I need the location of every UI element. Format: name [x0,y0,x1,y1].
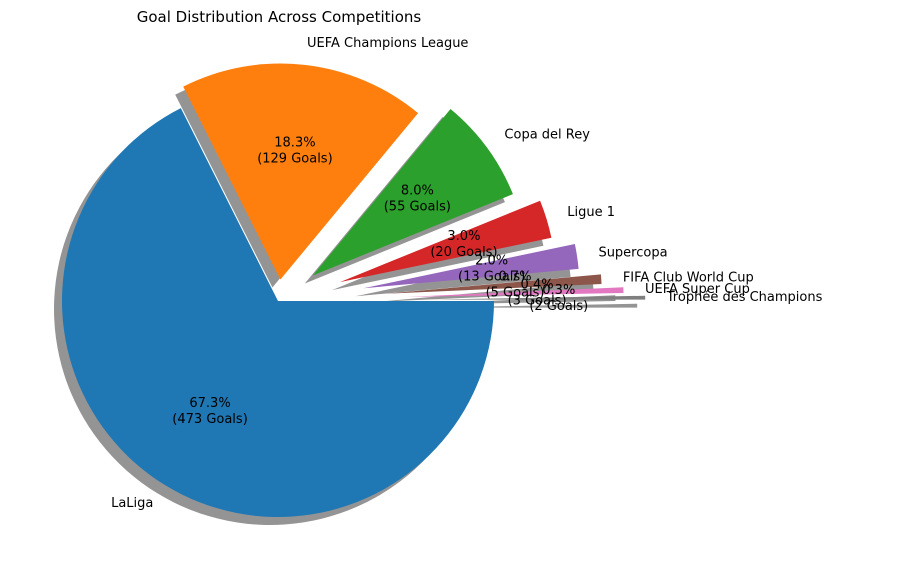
goals-label-ligue-1: (20 Goals) [430,245,497,260]
goals-label-supercopa: (13 Goals) [458,270,525,285]
goals-label-uefa-super-cup: (3 Goals) [508,293,567,308]
category-label-fifa-club-world-cup: FIFA Club World Cup [623,270,754,285]
slice-fifa-club-world-cup [385,274,602,294]
goals-label-copa-del-rey: (55 Goals) [384,199,451,214]
category-label-uefa-champions-league: UEFA Champions League [307,36,468,51]
goals-label-laliga: (473 Goals) [172,412,247,427]
percent-label-supercopa: 2.0% [475,254,508,269]
category-label-trophee-des-champions: Trophée des Champions [666,290,823,305]
slice-trophee-des-champions [429,295,646,300]
pie-wedges [62,63,646,517]
slice-laliga [62,108,494,517]
percent-label-laliga: 67.3% [189,396,230,411]
percent-label-uefa-super-cup: 0.4% [521,277,554,292]
slice-shadow-fifa-club-world-cup [377,282,594,302]
category-label-ligue-1: Ligue 1 [567,205,615,220]
slice-uefa-champions-league [183,63,419,280]
pie-labels: LaLiga 67.3%(473 Goals) UEFA Champions Lea… [111,36,823,511]
category-label-copa-del-rey: Copa del Rey [504,127,590,142]
goals-label-trophee-des-champions: (2 Goals) [529,299,588,314]
goals-label-fifa-club-world-cup: (5 Goals) [486,286,545,301]
percent-label-uefa-champions-league: 18.3% [274,135,315,150]
goals-label-uefa-champions-league: (129 Goals) [257,151,332,166]
category-label-supercopa: Supercopa [598,246,667,261]
percent-label-copa-del-rey: 8.0% [401,183,434,198]
slice-supercopa [363,243,579,289]
percent-label-ligue-1: 3.0% [447,229,480,244]
slice-copa-del-rey [312,109,513,276]
slice-uefa-super-cup [407,287,624,297]
chart-title: Goal Distribution Across Competitions [137,8,422,26]
percent-label-trophee-des-champions: 0.3% [542,283,575,298]
category-label-laliga: LaLiga [111,496,153,511]
category-label-uefa-super-cup: UEFA Super Cup [645,282,750,297]
slice-ligue-1 [339,200,552,283]
percent-label-fifa-club-world-cup: 0.7% [499,270,532,285]
